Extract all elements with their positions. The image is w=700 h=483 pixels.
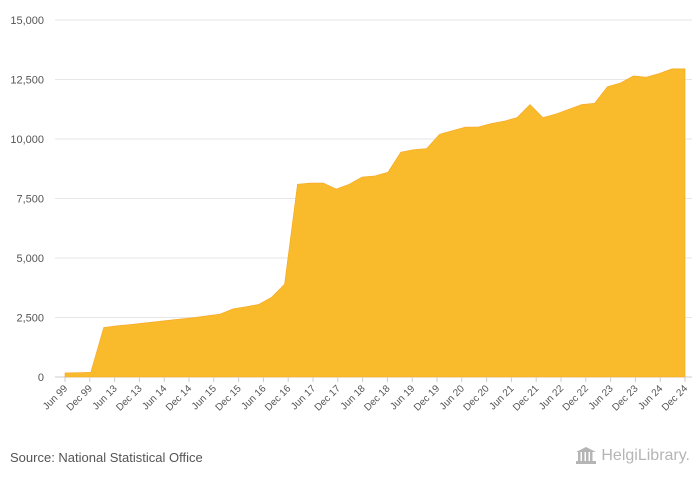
logo-text: HelgiLibrary. [601,447,690,464]
x-tick-label: Dec 20 [462,383,492,413]
y-axis: 0 2,500 5,000 7,500 10,000 12,500 15,000 [10,15,44,384]
y-tick-label: 7,500 [16,194,44,206]
series-area [64,68,686,378]
y-tick-label: 10,000 [10,134,44,146]
y-tick-label: 2,500 [16,313,44,325]
x-tick-label: Dec 15 [214,383,244,413]
y-tick-label: 12,500 [10,75,44,87]
source-note: Source: National Statistical Office [10,450,203,465]
x-tick-label: Dec 14 [164,383,194,413]
library-icon [576,447,597,464]
chart: 0 2,500 5,000 7,500 10,000 12,500 15,000 Jun 9… [10,15,692,414]
x-tick-label: Dec 19 [412,383,442,413]
x-tick-label: Dec 17 [313,383,343,413]
x-tick-label: Dec 16 [263,383,293,413]
x-tick-label: Dec 23 [610,383,640,413]
helgi-library-logo[interactable]: HelgiLibrary. [575,447,690,465]
x-tick-label: Dec 99 [65,383,95,413]
y-tick-label: 5,000 [16,253,44,265]
area-series-value[interactable] [64,68,686,378]
y-tick-label: 15,000 [10,15,44,27]
y-tick-label: 0 [38,372,44,384]
x-tick-label: Dec 13 [114,383,144,413]
x-tick-label: Dec 21 [511,383,541,413]
x-tick-label: Dec 24 [660,383,690,413]
x-tick-label: Dec 18 [362,383,392,413]
x-tick-label: Dec 22 [561,383,591,413]
